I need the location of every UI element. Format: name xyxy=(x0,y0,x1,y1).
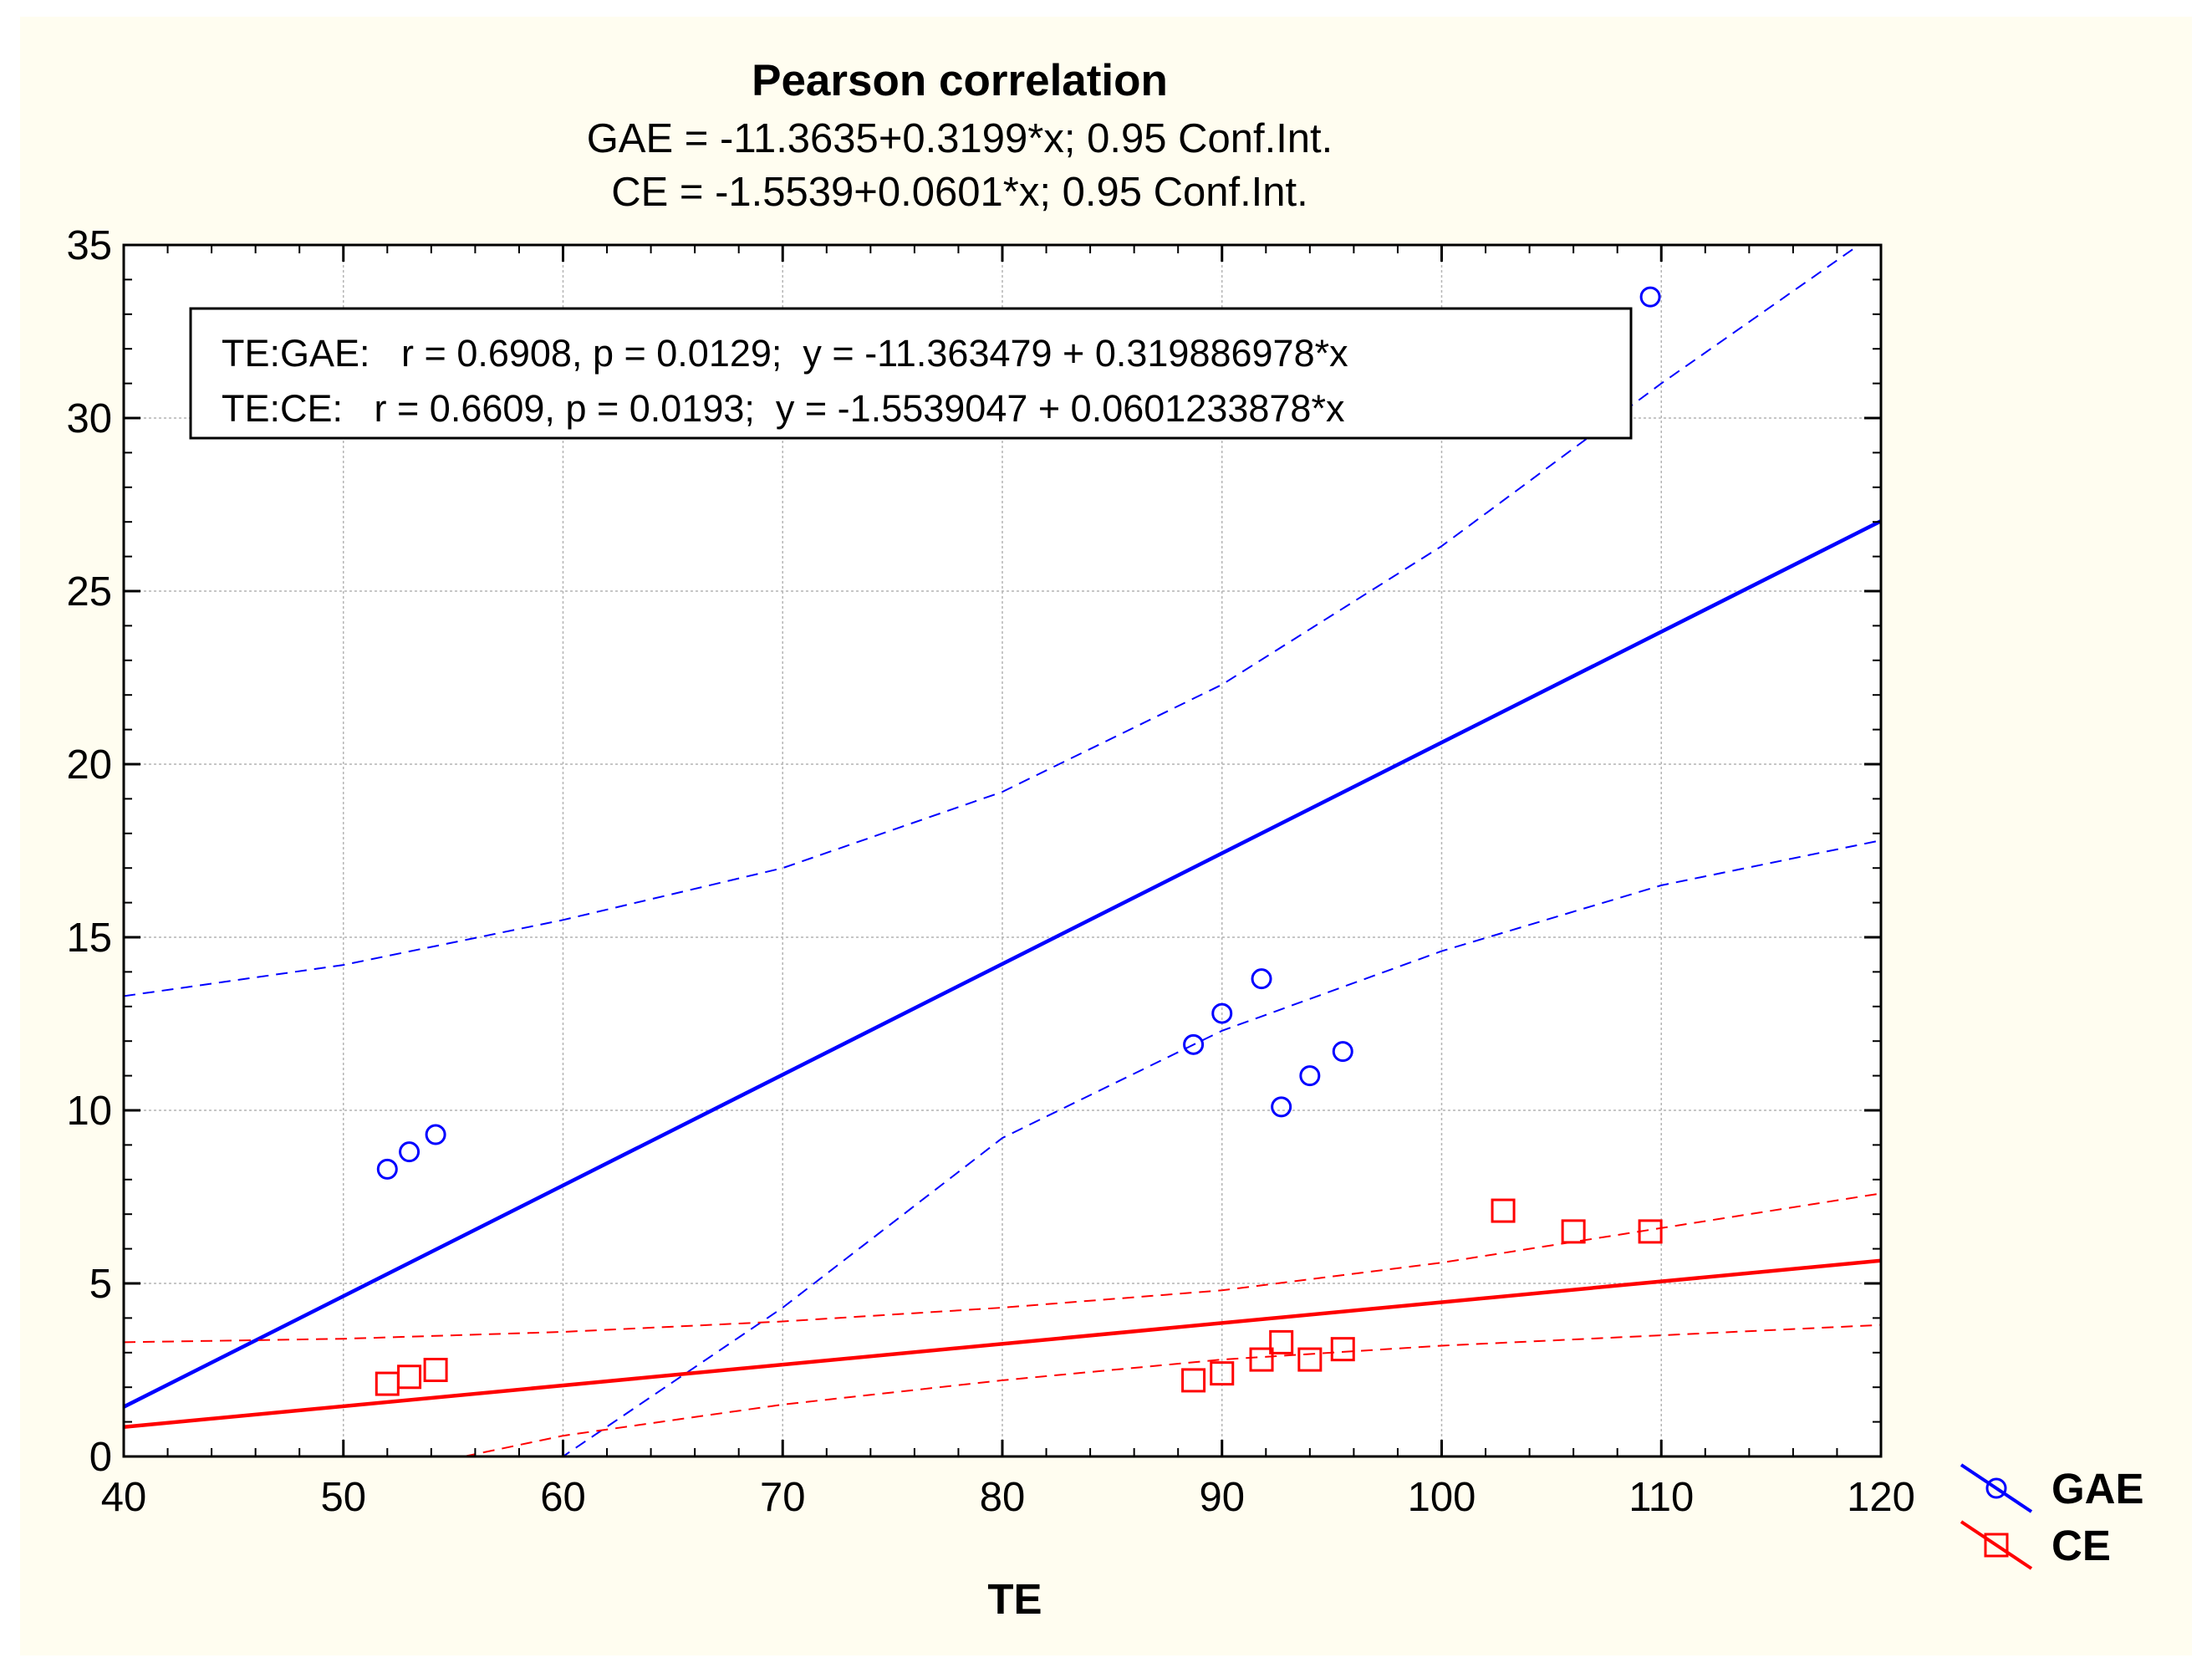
gae-regression-line xyxy=(124,519,1881,1409)
annotation-line-ce: TE:CE: r = 0.6609, p = 0.0193; y = -1.55… xyxy=(222,387,1345,430)
ce-ci-upper xyxy=(124,1192,1881,1344)
chart-title: Pearson correlation xyxy=(752,56,1168,105)
legend-gae-marker xyxy=(1985,1477,2007,1499)
x-tick-label: 80 xyxy=(980,1475,1026,1520)
plot-area xyxy=(124,245,1881,1456)
gae-point xyxy=(376,1158,398,1180)
annotation-line-gae: TE:GAE: r = 0.6908, p = 0.0129; y = -11.… xyxy=(222,332,1348,375)
x-tick-label: 50 xyxy=(320,1475,366,1520)
ce-point xyxy=(397,1364,422,1390)
x-tick-label: 60 xyxy=(540,1475,586,1520)
gae-point xyxy=(399,1141,420,1163)
ce-point xyxy=(1561,1219,1586,1244)
x-tick-label: 70 xyxy=(760,1475,806,1520)
pearson-chart: Pearson correlation GAE = -11.3635+0.319… xyxy=(66,56,2144,1623)
ce-ci-lower xyxy=(464,1324,1881,1456)
annotation-box-frame xyxy=(189,307,1633,440)
gae-point xyxy=(425,1124,446,1145)
ce-point xyxy=(1638,1219,1663,1244)
ce-regression-line xyxy=(124,1258,1881,1430)
gae-point xyxy=(1251,968,1272,990)
gae-point xyxy=(1332,1041,1353,1063)
x-tick-label: 100 xyxy=(1408,1475,1476,1520)
gae-point xyxy=(1639,286,1661,308)
legend: GAE CE xyxy=(1960,1463,2144,1570)
legend-gae-line xyxy=(1960,1463,2033,1513)
ce-point xyxy=(1330,1337,1355,1362)
ce-point xyxy=(1297,1347,1323,1372)
ce-point xyxy=(1491,1198,1516,1223)
y-tick-label: 10 xyxy=(66,1089,112,1134)
x-axis-label: TE xyxy=(987,1575,1042,1623)
y-tick-label: 5 xyxy=(89,1262,112,1307)
y-tick-label: 35 xyxy=(66,223,112,268)
y-tick-label: 0 xyxy=(89,1435,112,1480)
gae-point xyxy=(1183,1033,1205,1055)
legend-ce-label: CE xyxy=(2051,1522,2111,1569)
ce-point xyxy=(1181,1368,1206,1393)
y-tick-label: 25 xyxy=(66,569,112,615)
gae-point xyxy=(1271,1096,1292,1118)
y-tick-label: 20 xyxy=(66,742,112,788)
x-tick-label: 120 xyxy=(1847,1475,1915,1520)
gae-point xyxy=(1211,1002,1233,1024)
gae-point xyxy=(1299,1065,1321,1087)
ce-point xyxy=(1210,1361,1235,1386)
axis-ticks: 40 50 60 70 80 90 100 110 120 0 5 10 15 20 25 30 35 xyxy=(66,223,1914,1520)
y-tick-label: 15 xyxy=(66,916,112,961)
chart-subtitle-gae: GAE = -11.3635+0.3199*x; 0.95 Conf.Int. xyxy=(587,116,1333,161)
ce-point xyxy=(1269,1329,1294,1354)
legend-ce-marker xyxy=(1984,1533,2009,1558)
legend-gae-label: GAE xyxy=(2051,1465,2144,1512)
x-tick-label: 90 xyxy=(1199,1475,1245,1520)
chart-subtitle-ce: CE = -1.5539+0.0601*x; 0.95 Conf.Int. xyxy=(611,170,1308,215)
legend-ce-line xyxy=(1960,1520,2033,1570)
ce-point xyxy=(423,1358,448,1382)
chart-panel: Pearson correlation GAE = -11.3635+0.319… xyxy=(20,17,2192,1655)
plot-clip-group xyxy=(124,245,1881,1456)
ce-point xyxy=(1249,1347,1274,1372)
y-tick-label: 30 xyxy=(66,396,112,441)
annotation-box: TE:GAE: r = 0.6908, p = 0.0129; y = -11.… xyxy=(189,307,1633,440)
x-tick-label: 40 xyxy=(101,1475,147,1520)
gae-ci-upper xyxy=(124,245,1860,997)
gae-ci-lower xyxy=(501,839,1881,1456)
x-tick-label: 110 xyxy=(1628,1475,1694,1520)
